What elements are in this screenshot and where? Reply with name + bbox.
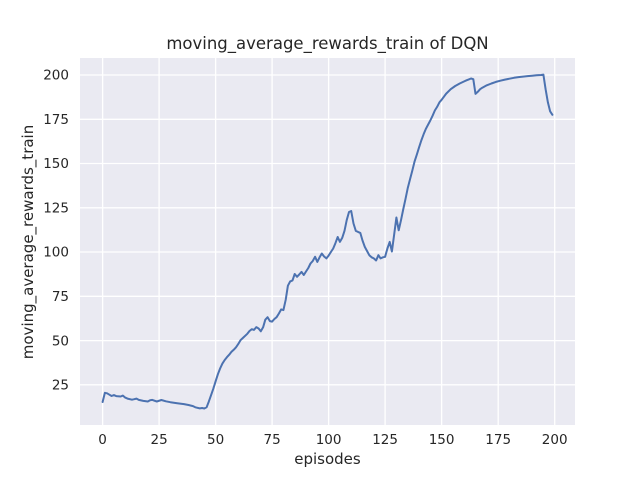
y-tick-label: 200 — [43, 68, 69, 84]
x-tick-label: 100 — [316, 432, 342, 448]
y-tick-label: 50 — [52, 333, 69, 349]
y-tick-label: 125 — [43, 201, 69, 217]
y-tick-label: 100 — [43, 245, 69, 261]
y-tick-label: 75 — [52, 289, 69, 305]
x-tick-label: 50 — [207, 432, 224, 448]
y-tick-label: 175 — [43, 112, 69, 128]
reward-line — [101, 73, 554, 410]
y-axis-label: moving_average_rewards_train — [19, 124, 37, 360]
y-tick-label: 25 — [52, 378, 69, 394]
plot-area — [80, 58, 575, 425]
x-tick-label: 150 — [429, 432, 455, 448]
y-tick-label: 150 — [43, 156, 69, 172]
x-axis-label: episodes — [294, 450, 361, 468]
x-tick-label: 25 — [151, 432, 168, 448]
chart-title: moving_average_rewards_train of DQN — [166, 34, 489, 53]
x-tick-label: 0 — [98, 432, 107, 448]
x-tick-label: 175 — [485, 432, 511, 448]
x-tick-label: 200 — [542, 432, 568, 448]
x-tick-label: 125 — [372, 432, 398, 448]
x-tick-label: 75 — [264, 432, 281, 448]
